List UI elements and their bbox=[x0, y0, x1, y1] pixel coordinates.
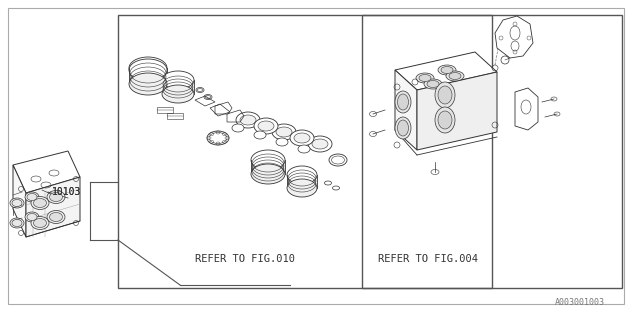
Ellipse shape bbox=[427, 81, 439, 87]
Ellipse shape bbox=[33, 219, 47, 228]
Ellipse shape bbox=[435, 107, 455, 133]
Ellipse shape bbox=[254, 131, 266, 139]
Ellipse shape bbox=[419, 75, 431, 82]
Polygon shape bbox=[26, 177, 80, 237]
Ellipse shape bbox=[27, 194, 37, 201]
Polygon shape bbox=[495, 16, 533, 58]
Ellipse shape bbox=[441, 67, 453, 74]
Ellipse shape bbox=[47, 211, 65, 223]
Text: 10103: 10103 bbox=[52, 187, 81, 197]
Ellipse shape bbox=[47, 190, 65, 204]
Ellipse shape bbox=[308, 136, 332, 152]
Ellipse shape bbox=[254, 118, 278, 134]
Ellipse shape bbox=[10, 198, 24, 208]
Ellipse shape bbox=[251, 164, 285, 184]
Ellipse shape bbox=[129, 59, 167, 81]
Ellipse shape bbox=[31, 217, 49, 229]
Ellipse shape bbox=[12, 220, 22, 227]
Ellipse shape bbox=[329, 154, 347, 166]
Text: 10103: 10103 bbox=[52, 187, 81, 197]
Ellipse shape bbox=[449, 73, 461, 79]
Ellipse shape bbox=[446, 71, 464, 81]
Ellipse shape bbox=[258, 121, 274, 131]
Ellipse shape bbox=[236, 112, 260, 128]
Polygon shape bbox=[417, 72, 497, 150]
Ellipse shape bbox=[162, 85, 194, 103]
Polygon shape bbox=[395, 70, 417, 150]
Bar bbox=[118, 15, 492, 288]
Ellipse shape bbox=[25, 212, 39, 222]
Ellipse shape bbox=[397, 120, 408, 136]
Ellipse shape bbox=[287, 166, 317, 184]
Bar bbox=[362, 15, 622, 288]
Ellipse shape bbox=[33, 198, 47, 207]
Ellipse shape bbox=[232, 124, 244, 132]
Ellipse shape bbox=[416, 73, 434, 83]
Ellipse shape bbox=[129, 73, 167, 95]
Ellipse shape bbox=[27, 213, 37, 220]
Ellipse shape bbox=[435, 82, 455, 108]
Ellipse shape bbox=[438, 111, 452, 129]
Ellipse shape bbox=[395, 117, 411, 139]
Polygon shape bbox=[13, 151, 80, 193]
Ellipse shape bbox=[12, 199, 22, 206]
Ellipse shape bbox=[31, 196, 49, 210]
Ellipse shape bbox=[10, 218, 24, 228]
Ellipse shape bbox=[438, 86, 452, 104]
Ellipse shape bbox=[287, 179, 317, 197]
Ellipse shape bbox=[312, 139, 328, 149]
Ellipse shape bbox=[438, 65, 456, 75]
Text: REFER TO FIG.010: REFER TO FIG.010 bbox=[195, 254, 295, 264]
Text: REFER TO FIG.004: REFER TO FIG.004 bbox=[378, 254, 478, 264]
Ellipse shape bbox=[25, 192, 39, 202]
Ellipse shape bbox=[162, 71, 194, 89]
Ellipse shape bbox=[207, 131, 229, 145]
Polygon shape bbox=[13, 165, 26, 237]
Ellipse shape bbox=[272, 124, 296, 140]
Ellipse shape bbox=[240, 115, 256, 125]
Ellipse shape bbox=[424, 79, 442, 89]
Ellipse shape bbox=[397, 94, 408, 110]
Polygon shape bbox=[395, 52, 497, 90]
Ellipse shape bbox=[276, 138, 288, 146]
Ellipse shape bbox=[49, 212, 63, 221]
Ellipse shape bbox=[294, 133, 310, 143]
Ellipse shape bbox=[276, 127, 292, 137]
Ellipse shape bbox=[129, 57, 167, 79]
Polygon shape bbox=[515, 88, 538, 130]
Ellipse shape bbox=[290, 130, 314, 146]
Ellipse shape bbox=[49, 193, 63, 202]
Text: A003001003: A003001003 bbox=[555, 298, 605, 307]
Ellipse shape bbox=[298, 145, 310, 153]
Ellipse shape bbox=[251, 150, 285, 170]
Ellipse shape bbox=[395, 91, 411, 113]
